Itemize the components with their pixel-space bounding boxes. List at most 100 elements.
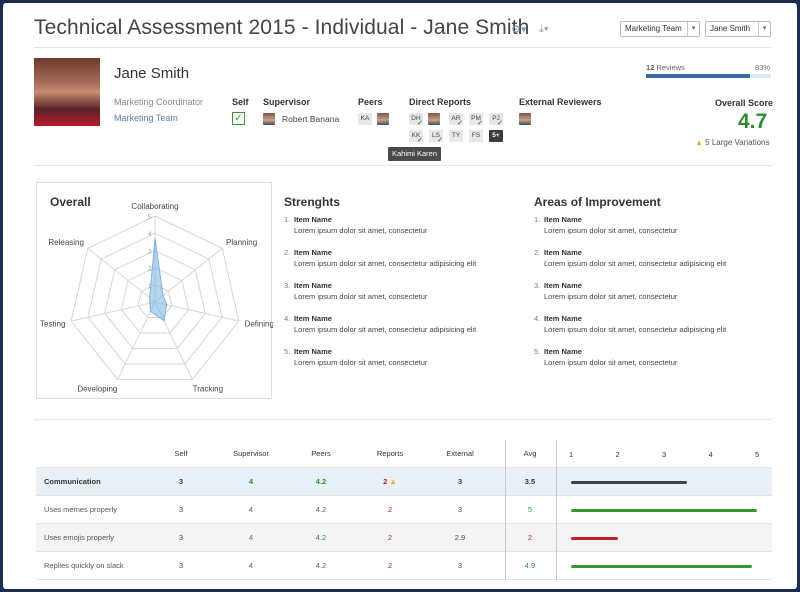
peer-tag[interactable]: KA [358, 113, 372, 125]
reviews-progress-fill [646, 74, 750, 78]
cell-self: 3 [178, 477, 184, 486]
cell-reports: 2 [387, 505, 393, 514]
check-icon: ✓ [497, 120, 503, 127]
improvement-number: 3. [534, 281, 541, 290]
check-icon: ✓ [525, 120, 531, 127]
gear-icon[interactable]: ⚙▾ [511, 24, 527, 36]
cell-avg: 2 [527, 533, 533, 542]
strength-item-desc: Lorem ipsum dolor sit amet, consectetur [294, 292, 428, 301]
external-avatar[interactable] [519, 113, 531, 125]
report-tag[interactable]: LS [429, 130, 443, 142]
peers-label: Peers [358, 97, 383, 107]
team-select[interactable]: Marketing Team ▾ [620, 21, 700, 37]
warning-icon: ▲ [695, 138, 703, 147]
scale-label: 3 [662, 450, 667, 459]
download-icon[interactable]: ⤓▾ [539, 23, 549, 35]
row-label: Uses memes properly [44, 505, 117, 514]
profile-photo [34, 58, 100, 126]
improvement-number: 5. [534, 347, 541, 356]
peer-avatar[interactable] [377, 113, 389, 125]
cell-avg: 3.5 [524, 477, 536, 486]
strength-number: 4. [284, 314, 291, 323]
radar-axis-label: Testing [40, 319, 65, 328]
report-tag[interactable]: PJ [489, 113, 503, 125]
improvement-item-name: Item Name [544, 281, 582, 290]
more-reports-badge[interactable]: 5+ [489, 130, 503, 142]
radar-grid-ring [104, 249, 206, 349]
check-icon: ✓ [437, 137, 443, 144]
radar-axis-line [154, 301, 239, 322]
overall-score-value: 4.7 [738, 110, 768, 133]
radar-axis-line [117, 301, 156, 380]
cell-supervisor: 4 [248, 477, 254, 486]
radar-axis-label: Developing [77, 384, 117, 393]
strength-item-name: Item Name [294, 248, 332, 257]
improvement-number: 2. [534, 248, 541, 257]
radar-axis-label: Releasing [48, 238, 84, 247]
radar-panel: Overall 5 4 3 2 1 Collaborating Planning Defini… [36, 182, 273, 399]
cell-avg: 4.9 [524, 561, 536, 570]
table-row[interactable]: Uses memes properly 3 4 4.2 2 3 5 [36, 496, 772, 524]
col-reports: Reports [376, 449, 404, 458]
check-icon: ✓ [457, 120, 463, 127]
report-avatar[interactable] [428, 113, 440, 125]
cell-peers: 4.2 [315, 561, 327, 570]
radar-axis-label: Defining [245, 319, 273, 328]
row-label: Uses emojis properly [44, 533, 115, 542]
avg-bar [571, 565, 753, 568]
large-variations-label: 5 Large Variations [705, 138, 770, 147]
avg-bar [571, 481, 688, 484]
strength-number: 2. [284, 248, 291, 257]
profile-team-link[interactable]: Marketing Team [114, 113, 178, 123]
report-tag[interactable]: AR [449, 113, 463, 125]
external-reviewers-label: External Reviewers [519, 97, 602, 107]
chevron-down-icon: ▾ [687, 22, 699, 36]
report-tag[interactable]: TY [449, 130, 463, 142]
report-tag[interactable]: KK [409, 130, 423, 142]
improvement-item-desc: Lorem ipsum dolor sit amet, consectetur … [544, 325, 727, 334]
report-tag[interactable]: PM [469, 113, 483, 125]
table-row[interactable]: Uses emojis properly 3 4 4.2 2 2.9 2 [36, 524, 772, 552]
check-icon: ✓ [417, 120, 423, 127]
report-page: Technical Assessment 2015 - Individual -… [3, 3, 797, 589]
strength-number: 3. [284, 281, 291, 290]
warning-icon: ▲ [387, 477, 397, 486]
reviews-percent: 83% [755, 63, 771, 72]
self-checkbox[interactable]: ✓ [232, 112, 245, 125]
report-tag[interactable]: DH [409, 113, 423, 125]
row-label: Communication [44, 477, 101, 486]
radar-scale-label: 3 [148, 248, 152, 255]
direct-reports-label: Direct Reports [409, 97, 472, 107]
report-tag[interactable]: FS [469, 130, 483, 142]
table-row[interactable]: Replies quickly on slack 3 4 4.2 2 3 4.9 [36, 552, 772, 580]
supervisor-avatar [263, 113, 275, 125]
scale-label: 4 [708, 450, 713, 459]
cell-self: 3 [178, 561, 184, 570]
check-icon: ✓ [477, 120, 483, 127]
radar-axis-line [154, 247, 223, 303]
strength-item-desc: Lorem ipsum dolor sit amet, consectetur … [294, 325, 477, 334]
cell-peers: 4.2 [315, 477, 327, 486]
person-select[interactable]: Jane Smith ▾ [705, 21, 771, 37]
improvement-item-desc: Lorem ipsum dolor sit amet, consectetur [544, 358, 678, 367]
reviews-label: Reviews [656, 63, 685, 72]
profile-divider [34, 165, 772, 166]
self-label: Self [232, 97, 249, 107]
table-row[interactable]: Communication 3 4 4.2 2 ▲ 3 3.5 [36, 468, 772, 496]
col-peers: Peers [311, 449, 331, 458]
strength-item-desc: Lorem ipsum dolor sit amet, consectetur [294, 358, 428, 367]
cell-self: 3 [178, 533, 184, 542]
cell-peers: 4.2 [315, 505, 327, 514]
cell-supervisor: 4 [248, 505, 254, 514]
improvement-item-name: Item Name [544, 215, 582, 224]
scale-label: 2 [615, 450, 620, 459]
radar-grid-ring [137, 284, 173, 318]
check-icon: ✓ [383, 120, 389, 127]
check-icon: ✓ [434, 120, 440, 127]
cell-reports: 2 [387, 561, 393, 570]
check-icon: ✓ [417, 137, 423, 144]
strength-item-name: Item Name [294, 314, 332, 323]
large-variations[interactable]: ▲ 5 Large Variations [695, 138, 770, 147]
chevron-down-icon: ▾ [758, 22, 770, 36]
improvement-item-name: Item Name [544, 314, 582, 323]
